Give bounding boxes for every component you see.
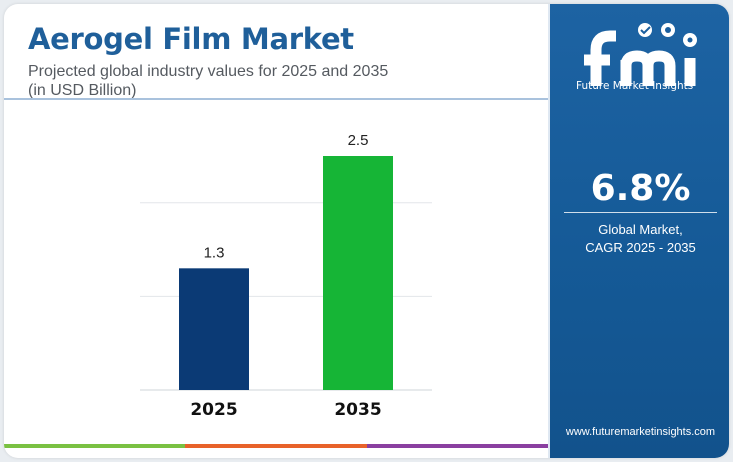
bars [179,156,393,390]
x-tick-label-2025: 2025 [190,400,237,420]
infographic-card: Aerogel Film Market Projected global ind… [4,4,729,458]
value-label-2025: 1.3 [204,244,225,261]
bar-2025 [179,268,249,390]
cagr-label-line-2: CAGR 2025 - 2035 [585,240,696,255]
cagr-divider [564,212,717,213]
fmi-logo [584,23,697,86]
side-panel: Future Market Insights 6.8% Global Marke… [548,4,729,458]
stripe-segment-purple [366,444,548,448]
value-label-2035: 2.5 [348,132,369,149]
logo-caption: Future Market Insights [576,80,694,92]
website-link[interactable]: www.futuremarketinsights.com [565,426,716,438]
cagr-label: Global Market, CAGR 2025 - 2035 [550,221,729,257]
bottom-color-stripe [4,444,548,448]
bar-2035 [323,156,393,390]
bar-chart: 1.3 2025 2.5 2035 [140,132,432,420]
subtitle-line-2: (in USD Billion) [28,82,137,99]
subtitle-line-1: Projected global industry values for 202… [28,63,389,80]
x-tick-label-2035: 2035 [334,400,381,420]
cagr-value: 6.8% [590,168,691,209]
stripe-segment-orange [185,444,367,448]
stripe-segment-green [4,444,186,448]
header-divider [4,98,548,100]
cagr-label-line-1: Global Market, [598,222,683,237]
page-title: Aerogel Film Market [28,22,354,56]
page-subtitle: Projected global industry values for 202… [28,62,468,100]
labels: 1.3 2025 2.5 2035 [190,132,381,420]
